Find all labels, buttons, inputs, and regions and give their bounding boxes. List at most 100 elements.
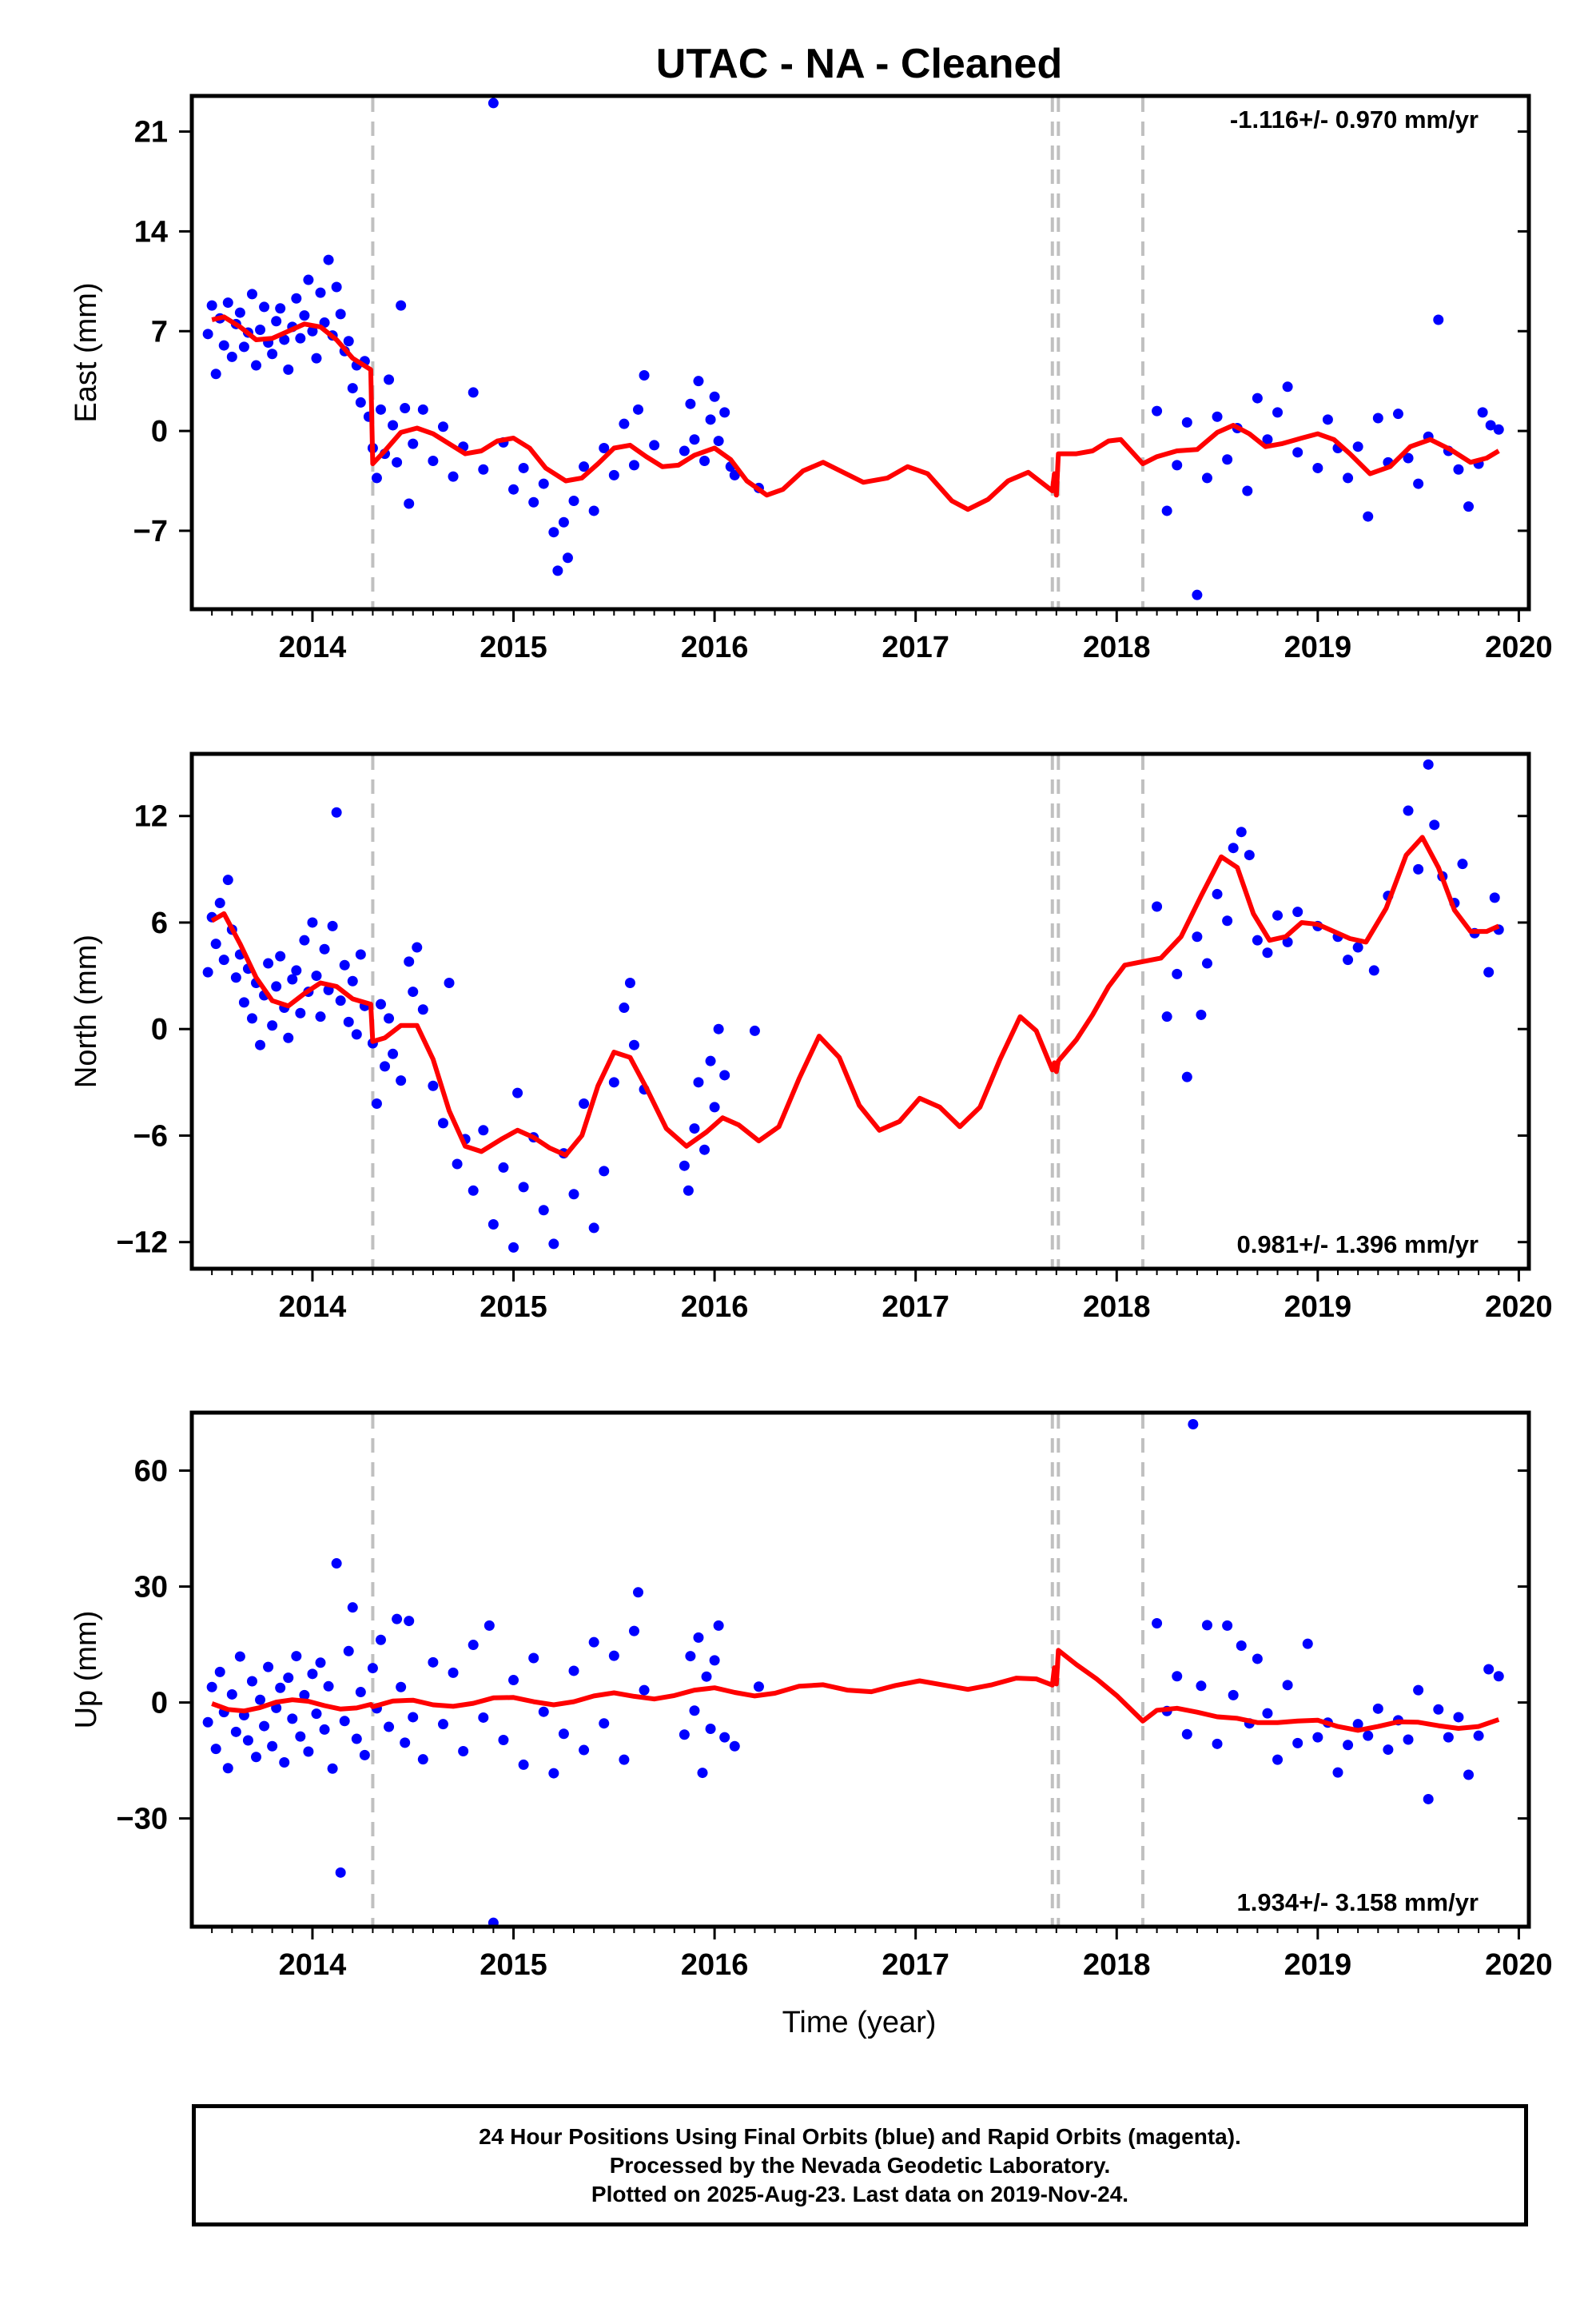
footer-note: 24 Hour Positions Using Final Orbits (bl… bbox=[192, 2104, 1528, 2226]
east-data-point bbox=[1201, 472, 1212, 484]
up-data-point bbox=[713, 1620, 724, 1631]
footer-line-3: Plotted on 2025-Aug-23. Last data on 201… bbox=[591, 2181, 1129, 2206]
east-data-point bbox=[639, 370, 650, 381]
north-data-point bbox=[351, 1029, 362, 1040]
east-data-point bbox=[271, 316, 282, 327]
east-data-point bbox=[693, 376, 704, 387]
east-data-point bbox=[291, 293, 302, 304]
up-data-point bbox=[633, 1587, 644, 1598]
north-data-point bbox=[1368, 965, 1379, 976]
east-data-point bbox=[404, 498, 415, 509]
up-data-point bbox=[1372, 1703, 1383, 1714]
east-data-point bbox=[388, 420, 399, 431]
north-data-point bbox=[548, 1238, 559, 1250]
up-data-point bbox=[1222, 1620, 1233, 1631]
up-data-point bbox=[558, 1728, 569, 1740]
east-data-point bbox=[218, 340, 229, 351]
north-data-point bbox=[1483, 967, 1495, 978]
up-data-point bbox=[608, 1650, 619, 1661]
up-x-tick-label: 2018 bbox=[1083, 1948, 1151, 1982]
east-y-tick-label: −7 bbox=[133, 515, 168, 548]
up-data-point bbox=[689, 1705, 700, 1716]
east-data-point bbox=[396, 300, 407, 311]
up-data-point bbox=[705, 1723, 716, 1734]
north-data-point bbox=[444, 977, 455, 988]
north-y-tick-label: −6 bbox=[133, 1119, 168, 1153]
up-data-point bbox=[1493, 1671, 1504, 1682]
up-data-point bbox=[246, 1676, 257, 1687]
east-data-point bbox=[548, 527, 559, 538]
east-data-point bbox=[538, 478, 549, 489]
chart-title: UTAC - NA - Cleaned bbox=[656, 41, 1062, 87]
east-data-point bbox=[371, 472, 382, 484]
north-data-point bbox=[1457, 859, 1468, 870]
up-data-point bbox=[267, 1740, 278, 1752]
east-data-point bbox=[323, 254, 334, 265]
up-data-point bbox=[478, 1712, 489, 1723]
north-y-tick-label: 0 bbox=[151, 1013, 168, 1046]
north-data-point bbox=[375, 999, 386, 1010]
east-x-tick-label: 2016 bbox=[681, 631, 749, 664]
north-y-tick-label: −12 bbox=[117, 1226, 168, 1260]
east-data-point bbox=[384, 374, 395, 385]
up-data-point bbox=[283, 1672, 294, 1684]
up-data-point bbox=[693, 1632, 704, 1643]
up-data-point bbox=[347, 1602, 358, 1613]
east-data-point bbox=[279, 334, 290, 345]
up-data-point bbox=[579, 1744, 590, 1756]
north-data-point bbox=[408, 987, 419, 998]
up-data-point bbox=[458, 1746, 469, 1757]
up-data-point bbox=[639, 1684, 650, 1696]
up-data-point bbox=[548, 1768, 559, 1779]
east-data-point bbox=[1433, 314, 1444, 325]
up-data-point bbox=[729, 1740, 740, 1752]
up-model-fit-line bbox=[211, 1648, 1500, 1733]
up-data-point bbox=[753, 1681, 764, 1692]
up-data-point bbox=[335, 1867, 346, 1878]
up-x-tick-label: 2015 bbox=[480, 1948, 547, 1982]
east-data-point bbox=[202, 329, 213, 340]
up-data-point bbox=[339, 1716, 350, 1727]
up-data-point bbox=[697, 1768, 708, 1779]
east-data-point bbox=[1352, 441, 1363, 452]
north-data-point bbox=[508, 1242, 519, 1253]
east-data-point bbox=[689, 434, 700, 445]
up-data-point bbox=[484, 1620, 495, 1631]
north-data-point bbox=[719, 1070, 730, 1081]
north-x-tick-label: 2020 bbox=[1485, 1290, 1553, 1324]
east-data-point bbox=[1252, 393, 1263, 404]
east-x-tick-label: 2017 bbox=[882, 631, 949, 664]
up-data-point bbox=[319, 1724, 330, 1735]
up-data-point bbox=[1196, 1680, 1207, 1692]
north-data-point bbox=[1192, 931, 1203, 943]
up-data-point bbox=[331, 1558, 342, 1569]
east-x-tick-label: 2015 bbox=[480, 631, 547, 664]
north-data-point bbox=[343, 1016, 354, 1027]
east-data-point bbox=[1372, 413, 1383, 424]
east-data-point bbox=[1485, 420, 1496, 431]
north-data-point bbox=[210, 939, 221, 950]
north-data-point bbox=[713, 1023, 724, 1034]
up-data-point bbox=[404, 1616, 415, 1627]
north-data-point bbox=[1212, 888, 1223, 899]
up-x-tick-label: 2014 bbox=[279, 1948, 347, 1982]
east-data-point bbox=[1161, 505, 1172, 516]
north-data-point bbox=[749, 1025, 760, 1036]
north-data-point bbox=[380, 1061, 391, 1072]
north-data-point bbox=[699, 1144, 710, 1155]
north-x-tick-label: 2017 bbox=[882, 1290, 949, 1324]
up-data-point bbox=[251, 1752, 262, 1763]
up-data-point bbox=[222, 1763, 233, 1774]
east-data-point bbox=[1312, 462, 1323, 473]
up-frame bbox=[189, 1410, 1531, 1929]
north-model-fit-line bbox=[210, 835, 1500, 1158]
up-data-point bbox=[1212, 1738, 1223, 1749]
north-data-point bbox=[1343, 955, 1354, 966]
north-data-point bbox=[222, 875, 233, 886]
east-data-point bbox=[347, 383, 358, 394]
up-x-tick-label: 2017 bbox=[882, 1948, 949, 1982]
east-data-point bbox=[275, 303, 286, 314]
east-data-point bbox=[699, 456, 710, 467]
east-data-point bbox=[1292, 447, 1303, 458]
